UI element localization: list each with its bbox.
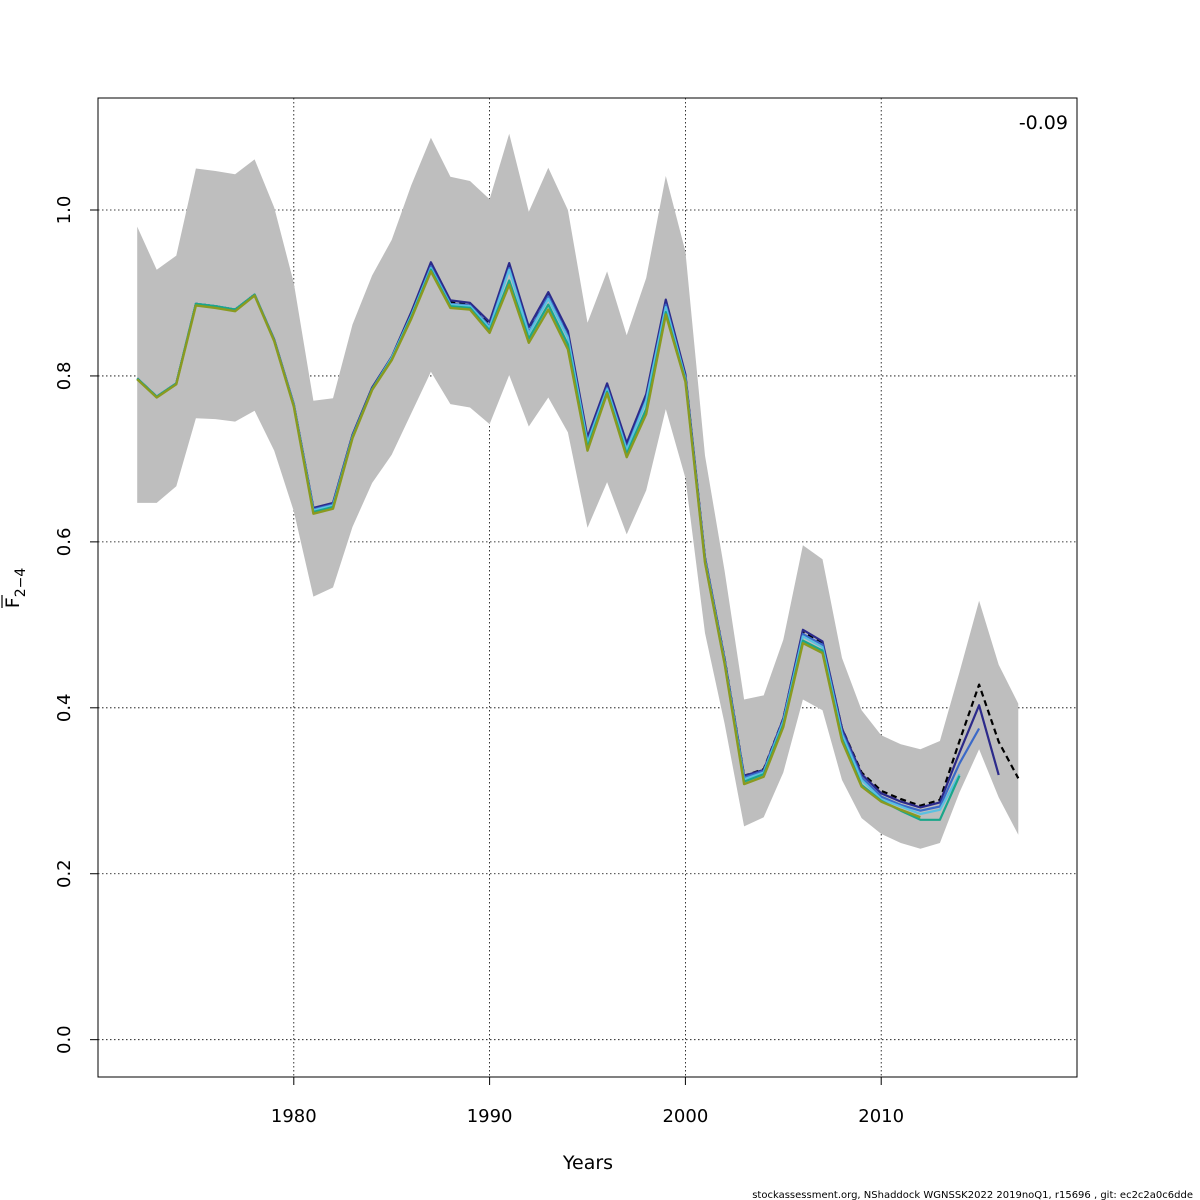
y-tick-label-5: 1.0 (54, 196, 75, 225)
x-tick-label-2: 2000 (662, 1106, 708, 1127)
y-axis-title-sub: 2−4 (13, 568, 29, 598)
y-tick-label-1: 0.2 (54, 859, 75, 888)
y-axis-title-main: F (2, 597, 24, 608)
y-axis: 0.0 0.2 0.4 0.6 0.8 1.0 (54, 196, 99, 1054)
footer-credit: stockassessment.org, NShaddock WGNSSK202… (752, 1190, 1193, 1200)
svg-text:F2−4: F2−4 (2, 568, 29, 609)
grid-lines (98, 98, 1077, 1077)
x-axis-title: Years (562, 1152, 613, 1174)
rho-annotation: -0.09 (1019, 112, 1068, 134)
confidence-band (137, 133, 1019, 849)
y-tick-label-2: 0.4 (54, 693, 75, 722)
confidence-band-area (137, 133, 1019, 849)
x-tick-label-3: 2010 (858, 1106, 904, 1127)
series-line-5 (136, 270, 921, 819)
series-lines (136, 261, 1020, 821)
y-tick-label-3: 0.6 (54, 528, 75, 557)
x-tick-label-1: 1990 (467, 1106, 513, 1127)
y-tick-label-4: 0.8 (54, 362, 75, 391)
y-axis-title: F2−4 (1, 568, 29, 609)
x-axis: 1980 1990 2000 2010 (271, 1076, 904, 1127)
x-tick-label-0: 1980 (271, 1106, 317, 1127)
y-tick-label-0: 0.0 (54, 1025, 75, 1054)
